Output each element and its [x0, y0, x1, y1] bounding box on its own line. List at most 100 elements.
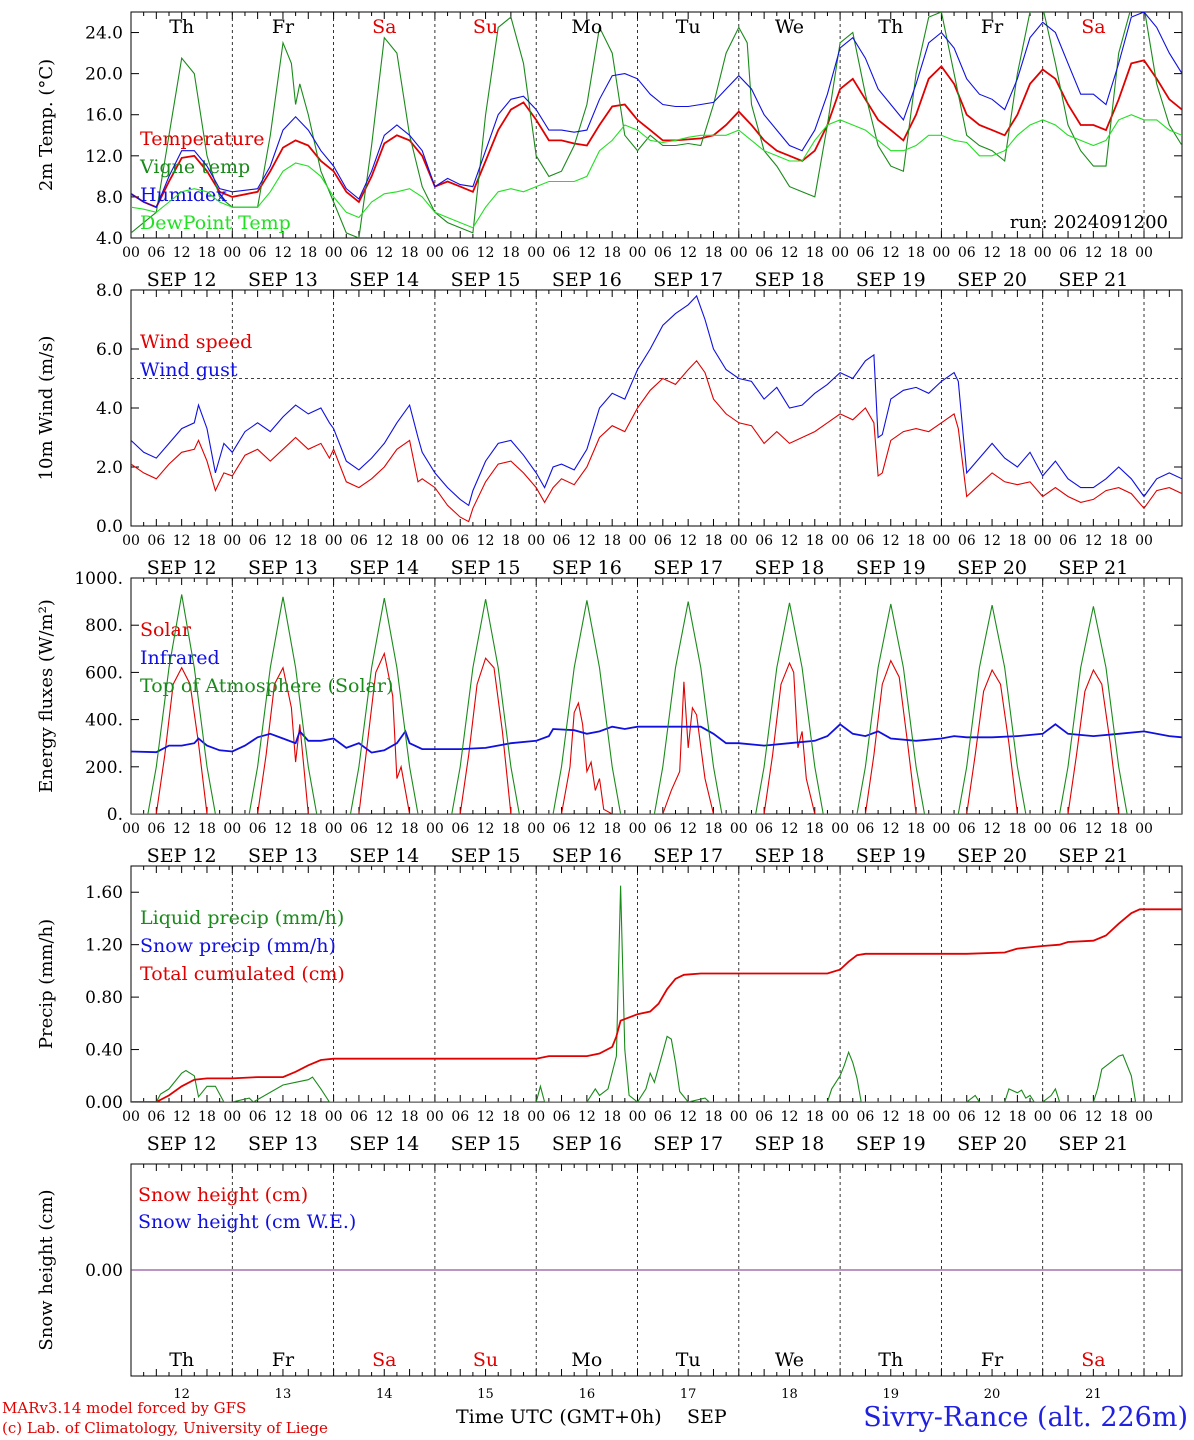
energy-hour-label: 12 — [274, 821, 292, 837]
precip-hour-label: 12 — [882, 1109, 900, 1125]
wind-y-axis-label: 10m Wind (m/s) — [36, 336, 57, 481]
wind-hour-label: 18 — [603, 533, 621, 549]
precip-y-tick-label: 0.00 — [85, 1093, 123, 1113]
day-abbr-top: Mo — [571, 16, 602, 38]
precip-legend-entry: Total cumulated (cm) — [140, 963, 345, 985]
precip-hour-label: 12 — [679, 1109, 697, 1125]
wind-hour-label: 00 — [527, 533, 545, 549]
energy-hour-label: 18 — [198, 821, 216, 837]
temp-hour-label: 00 — [730, 245, 748, 261]
energy-date-label: SEP 12 — [147, 845, 217, 867]
day-number-label: 15 — [477, 1387, 494, 1402]
energy-y-tick-label: 600. — [85, 663, 123, 683]
energy-hour-label: 12 — [375, 821, 393, 837]
energy-hour-label: 06 — [249, 821, 267, 837]
wind-hour-label: 06 — [249, 533, 267, 549]
precip-hour-label: 18 — [502, 1109, 520, 1125]
temp-y-tick-label: 4.0 — [96, 229, 123, 249]
wind-hour-label: 00 — [730, 533, 748, 549]
energy-hour-label: 18 — [1008, 821, 1026, 837]
precip-date-label: SEP 16 — [552, 1133, 622, 1155]
wind-y-tick-label: 0.0 — [96, 517, 123, 537]
temp-hour-label: 12 — [781, 245, 799, 261]
energy-hour-label: 12 — [781, 821, 799, 837]
precip-hour-label: 00 — [325, 1109, 343, 1125]
precip-hour-label: 18 — [1008, 1109, 1026, 1125]
snow-legend-entry: Snow height (cm W.E.) — [138, 1211, 356, 1233]
energy-hour-label: 00 — [932, 821, 950, 837]
temp-date-label: SEP 15 — [451, 269, 521, 291]
temp-hour-label: 12 — [375, 245, 393, 261]
wind-hour-label: 18 — [299, 533, 317, 549]
wind-series-0 — [131, 359, 1182, 523]
precip-hour-label: 06 — [350, 1109, 368, 1125]
wind-hour-label: 12 — [173, 533, 191, 549]
temp-date-label: SEP 18 — [755, 269, 825, 291]
energy-hour-label: 00 — [1034, 821, 1052, 837]
temp-date-label: SEP 20 — [957, 269, 1027, 291]
precip-hour-label: 12 — [274, 1109, 292, 1125]
temp-hour-label: 06 — [857, 245, 875, 261]
precip-date-label: SEP 19 — [856, 1133, 926, 1155]
temp-series-2 — [131, 12, 1182, 208]
model-credit: MARv3.14 model forced by GFS — [2, 1399, 247, 1417]
energy-hour-label: 00 — [629, 821, 647, 837]
temp-hour-label: 06 — [451, 245, 469, 261]
wind-date-label: SEP 19 — [856, 557, 926, 579]
temp-hour-label: 18 — [198, 245, 216, 261]
energy-y-tick-label: 800. — [85, 616, 123, 636]
precip-hour-label: 00 — [527, 1109, 545, 1125]
wind-hour-label: 06 — [451, 533, 469, 549]
precip-hour-label: 12 — [375, 1109, 393, 1125]
wind-hour-label: 18 — [806, 533, 824, 549]
precip-series-2 — [131, 908, 1182, 1102]
wind-hour-label: 00 — [831, 533, 849, 549]
energy-hour-label: 00 — [527, 821, 545, 837]
precip-hour-label: 00 — [122, 1109, 140, 1125]
day-abbr-top: Sa — [372, 16, 396, 38]
precip-hour-label: 18 — [198, 1109, 216, 1125]
snow-legend-entry: Snow height (cm) — [138, 1184, 308, 1206]
precip-hour-label: 12 — [1084, 1109, 1102, 1125]
day-abbr-bottom: Fr — [981, 1349, 1004, 1371]
wind-hour-label: 12 — [679, 533, 697, 549]
wind-date-label: SEP 18 — [755, 557, 825, 579]
temp-hour-label: 00 — [831, 245, 849, 261]
energy-legend-entry: Solar — [140, 619, 192, 641]
temp-y-tick-label: 12.0 — [85, 147, 123, 167]
precip-hour-label: 06 — [249, 1109, 267, 1125]
wind-hour-label: 06 — [1059, 533, 1077, 549]
energy-y-tick-label: 0. — [107, 805, 123, 825]
temp-hour-label: 12 — [274, 245, 292, 261]
wind-hour-label: 18 — [401, 533, 419, 549]
energy-hour-label: 18 — [401, 821, 419, 837]
precip-date-label: SEP 18 — [755, 1133, 825, 1155]
wind-date-label: SEP 16 — [552, 557, 622, 579]
temp-hour-label: 00 — [527, 245, 545, 261]
energy-hour-label: 06 — [147, 821, 165, 837]
precip-panel: 0.00 0.40 0.80 1.20 1.60 Precip (mm/h) Liquid … — [36, 865, 1183, 1155]
energy-hour-label: 06 — [350, 821, 368, 837]
wind-date-label: SEP 17 — [653, 557, 723, 579]
precip-series-0 — [131, 885, 1182, 1102]
precip-hour-label: 00 — [629, 1109, 647, 1125]
energy-date-label: SEP 21 — [1058, 845, 1128, 867]
precip-hour-label: 18 — [603, 1109, 621, 1125]
wind-hour-label: 00 — [122, 533, 140, 549]
temp-hour-label: 18 — [907, 245, 925, 261]
snow-y-axis-label: Snow height (cm) — [36, 1189, 57, 1350]
temp-hour-label: 00 — [1135, 245, 1153, 261]
temp-hour-label: 18 — [1008, 245, 1026, 261]
day-number-label: 12 — [173, 1387, 190, 1402]
wind-frame — [130, 289, 1183, 527]
precip-date-label: SEP 14 — [349, 1133, 419, 1155]
energy-hour-label: 12 — [477, 821, 495, 837]
precip-hour-label: 06 — [755, 1109, 773, 1125]
temp-hour-label: 12 — [882, 245, 900, 261]
day-number-label: 14 — [376, 1387, 393, 1402]
precip-hour-label: 00 — [1034, 1109, 1052, 1125]
day-abbr-top: Fr — [981, 16, 1004, 38]
energy-hour-label: 12 — [679, 821, 697, 837]
precip-hour-label: 18 — [806, 1109, 824, 1125]
energy-hour-label: 18 — [806, 821, 824, 837]
